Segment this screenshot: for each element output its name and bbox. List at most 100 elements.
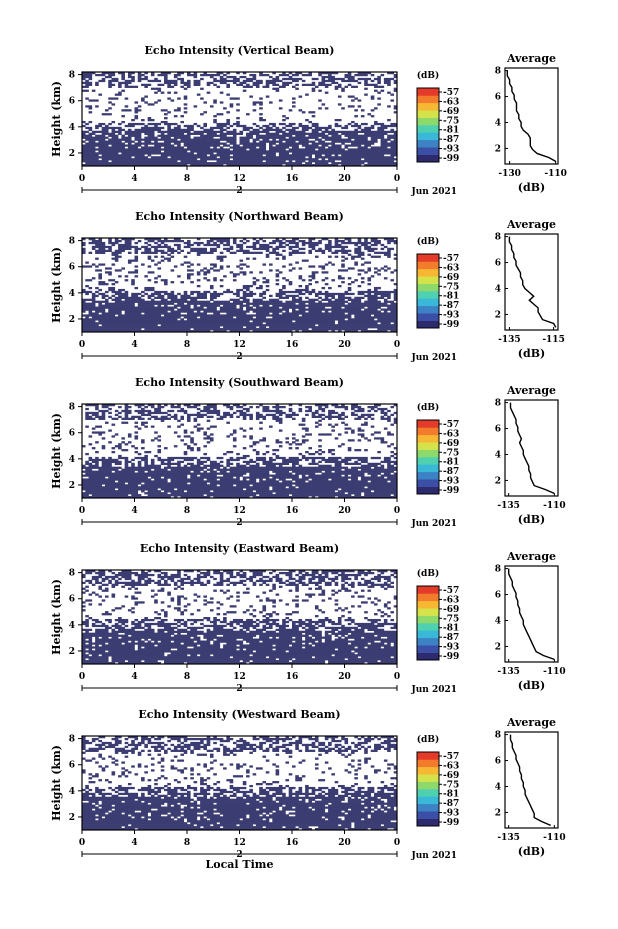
- echo-cell: [255, 134, 293, 137]
- echo-cell: [209, 105, 214, 108]
- echo-cell: [311, 81, 316, 85]
- echo-cell: [364, 245, 372, 249]
- colorbar-segment: [417, 110, 439, 118]
- echo-cell: [85, 404, 99, 407]
- echo-cell: [183, 443, 188, 446]
- echo-cell: [160, 298, 168, 301]
- profile-y-tick-label: 6: [495, 425, 501, 435]
- echo-cell: [305, 618, 312, 622]
- echo-cell: [180, 120, 185, 124]
- echo-cell: [180, 115, 185, 118]
- echo-cell: [170, 812, 198, 815]
- echo-cell: [364, 308, 378, 311]
- echo-cell: [351, 784, 355, 788]
- echo-cell: [278, 630, 322, 633]
- echo-cell: [193, 419, 198, 422]
- echo-cell: [190, 822, 217, 825]
- echo-cell: [98, 273, 102, 276]
- echo-cell: [364, 81, 368, 85]
- echo-cell: [213, 747, 221, 751]
- echo-cell: [98, 409, 109, 413]
- echo-cell: [141, 99, 145, 102]
- echo-cell: [190, 449, 194, 452]
- echo-cell: [193, 105, 198, 108]
- echo-cell: [262, 277, 267, 280]
- echo-cell: [144, 85, 148, 88]
- echo-cell: [223, 617, 227, 620]
- echo-cell: [282, 312, 345, 315]
- echo-cell: [121, 238, 135, 241]
- echo-cell: [341, 164, 362, 167]
- echo-cell: [121, 636, 191, 639]
- colorbar-tick-label: -75: [443, 614, 459, 624]
- echo-cell: [137, 411, 145, 415]
- echo-cell: [331, 786, 335, 790]
- echo-cell: [311, 788, 322, 792]
- echo-cell: [259, 427, 263, 430]
- echo-cell: [380, 411, 388, 415]
- echo-cell: [292, 441, 296, 444]
- echo-cell: [219, 132, 244, 135]
- echo-cell: [249, 613, 253, 616]
- echo-cell: [154, 144, 175, 147]
- echo-cell: [292, 411, 296, 415]
- echo-cell: [187, 747, 191, 751]
- echo-cell: [236, 765, 244, 768]
- echo-cell: [390, 330, 398, 333]
- echo-cell: [269, 624, 273, 628]
- echo-cell: [324, 617, 329, 620]
- echo-cell: [160, 757, 165, 760]
- echo-cell: [393, 767, 398, 770]
- echo-cell: [121, 761, 125, 764]
- echo-cell: [124, 85, 139, 88]
- echo-cell: [383, 298, 388, 301]
- echo-cell: [364, 132, 388, 135]
- echo-cell: [331, 802, 362, 805]
- echo-cell: [150, 462, 155, 466]
- echo-cell: [278, 138, 309, 141]
- echo-cell: [285, 804, 326, 807]
- echo-cell: [380, 439, 385, 442]
- echo-cell: [328, 597, 332, 600]
- profile-x-tick-label: -110: [543, 833, 566, 843]
- echo-cell: [183, 111, 188, 114]
- echo-cell: [196, 238, 201, 241]
- echo-cell: [334, 238, 339, 241]
- echo-cell: [367, 296, 385, 300]
- echo-cell: [131, 77, 135, 81]
- echo-cell: [383, 581, 388, 585]
- echo-cell: [249, 437, 253, 440]
- echo-cell: [82, 573, 86, 577]
- echo-cell: [308, 239, 312, 243]
- echo-cell: [301, 417, 306, 420]
- echo-field: [82, 570, 398, 665]
- echo-cell: [311, 247, 316, 251]
- echo-cell: [229, 407, 234, 411]
- echo-cell: [393, 462, 398, 466]
- echo-cell: [196, 640, 211, 643]
- echo-cell: [85, 452, 89, 456]
- echo-cell: [164, 579, 168, 583]
- echo-cell: [144, 451, 152, 454]
- echo-cell: [91, 294, 99, 298]
- echo-cell: [196, 579, 201, 583]
- echo-cell: [295, 603, 299, 606]
- echo-cell: [213, 120, 217, 124]
- echo-cell: [173, 431, 178, 434]
- echo-cell: [275, 439, 280, 442]
- echo-cell: [108, 781, 112, 784]
- echo-cell: [170, 478, 204, 481]
- echo-cell: [177, 570, 181, 573]
- echo-cell: [98, 765, 102, 768]
- echo-cell: [301, 128, 309, 132]
- echo-cell: [223, 326, 244, 329]
- echo-cell: [285, 583, 299, 586]
- echo-cell: [82, 464, 86, 467]
- echo-cell: [180, 407, 185, 411]
- echo-cell: [374, 490, 398, 493]
- echo-cell: [298, 737, 303, 741]
- echo-cell: [111, 571, 116, 575]
- echo-cell: [157, 243, 162, 247]
- echo-cell: [82, 662, 116, 665]
- echo-cell: [288, 75, 293, 79]
